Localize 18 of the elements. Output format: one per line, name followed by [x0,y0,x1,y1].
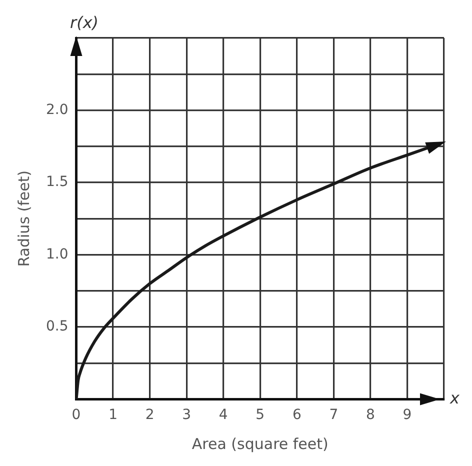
x-axis-title: Area (square feet) [192,434,328,453]
x-tick-label: 4 [218,407,228,424]
y-axis-title: Radius (feet) [14,170,33,267]
y-tick-label: 1.0 [46,246,68,262]
x-tick-label: 5 [256,407,265,424]
x-tick-label: 8 [366,407,375,424]
y-tick-label: 0.5 [46,318,68,335]
y-tick-label: 1.5 [46,174,68,190]
x-tick-label: 3 [182,407,192,424]
x-tick-label: 1 [108,407,118,424]
x-tick-label: 9 [402,407,412,424]
text: x [449,388,460,408]
x-tick-label: 0 [72,407,81,424]
text: r(x) [70,13,99,32]
x-tick-label: 6 [292,407,302,424]
x-tick-label: 7 [329,407,338,424]
x-tick-label: 2 [145,407,154,424]
y-tick-label: 2.0 [46,102,68,118]
